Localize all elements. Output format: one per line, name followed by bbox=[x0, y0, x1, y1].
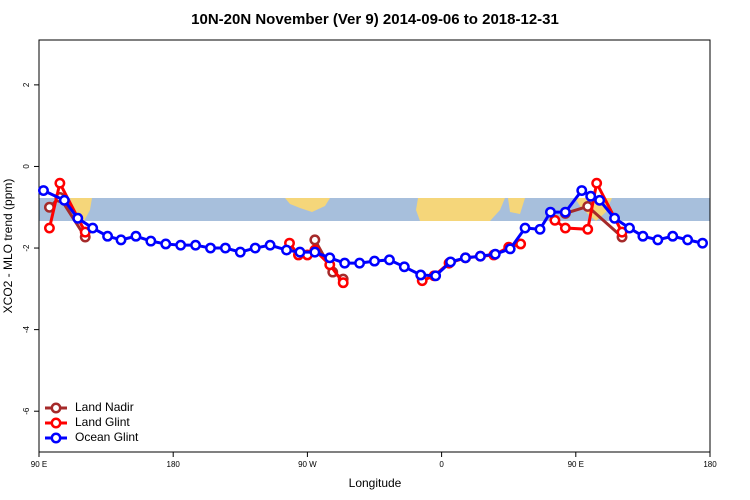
x-tick-label: 180 bbox=[703, 460, 717, 469]
y-tick-label: -4 bbox=[22, 326, 31, 334]
data-point bbox=[667, 230, 679, 242]
data-point bbox=[591, 177, 603, 189]
data-point bbox=[682, 234, 694, 246]
data-point bbox=[38, 185, 49, 196]
data-point bbox=[637, 230, 649, 242]
data-point bbox=[43, 222, 55, 234]
data-point bbox=[624, 222, 635, 234]
data-point bbox=[87, 222, 99, 234]
legend-marker bbox=[50, 417, 62, 429]
data-point bbox=[559, 206, 571, 218]
data-point bbox=[545, 206, 556, 218]
data-point bbox=[582, 223, 594, 235]
data-point bbox=[130, 230, 142, 242]
data-point bbox=[145, 235, 157, 247]
x-axis-label: Longitude bbox=[349, 476, 402, 490]
data-point bbox=[652, 234, 664, 246]
x-tick-label: 0 bbox=[439, 460, 444, 469]
y-axis-label: XCO2 - MLO trend (ppm) bbox=[1, 179, 15, 314]
x-tick-label: 180 bbox=[167, 460, 181, 469]
data-point bbox=[249, 242, 261, 254]
data-point bbox=[504, 243, 516, 255]
data-point bbox=[594, 194, 606, 206]
data-point bbox=[430, 270, 442, 282]
data-point bbox=[369, 255, 380, 267]
data-point bbox=[175, 239, 187, 251]
map-ocean bbox=[39, 198, 710, 221]
x-tick-label: 90 E bbox=[31, 460, 47, 469]
data-point bbox=[72, 212, 84, 224]
y-tick-label: 0 bbox=[22, 164, 31, 169]
data-point bbox=[489, 248, 501, 260]
map-land bbox=[285, 198, 330, 212]
data-point bbox=[474, 250, 486, 262]
legend-marker bbox=[50, 402, 62, 414]
map-land bbox=[416, 198, 505, 221]
data-point bbox=[559, 222, 571, 234]
y-tick-label: -6 bbox=[22, 407, 31, 415]
data-point bbox=[549, 214, 561, 226]
data-point bbox=[264, 239, 276, 251]
data-point bbox=[58, 194, 70, 206]
data-point bbox=[281, 244, 292, 256]
data-point bbox=[585, 190, 597, 202]
data-point bbox=[102, 230, 114, 242]
data-point bbox=[576, 185, 588, 196]
data-point bbox=[309, 246, 321, 258]
plot-frame bbox=[38, 39, 711, 453]
data-point bbox=[234, 246, 246, 258]
data-point bbox=[309, 234, 321, 246]
y-tick-label: -2 bbox=[22, 244, 31, 252]
x-tick-label: 90 W bbox=[298, 460, 317, 469]
chart-title: 10N-20N November (Ver 9) 2014-09-06 to 2… bbox=[191, 11, 559, 28]
data-point bbox=[190, 239, 202, 251]
data-point bbox=[339, 257, 351, 269]
data-point bbox=[398, 261, 410, 273]
map-land bbox=[70, 198, 92, 221]
data-point bbox=[383, 254, 395, 266]
data-point bbox=[205, 242, 216, 254]
data-point bbox=[445, 256, 456, 268]
data-point bbox=[294, 246, 306, 258]
data-point bbox=[115, 234, 127, 246]
map-land bbox=[508, 198, 525, 214]
legend-marker bbox=[50, 432, 62, 444]
y-tick-label: 2 bbox=[22, 82, 31, 87]
legend-label: Land Nadir bbox=[75, 400, 134, 414]
data-point bbox=[160, 238, 172, 250]
data-point bbox=[415, 269, 427, 281]
data-point bbox=[337, 277, 349, 289]
data-point bbox=[609, 212, 621, 224]
data-point bbox=[54, 177, 66, 189]
x-tick-label: 90 E bbox=[568, 460, 584, 469]
data-point bbox=[697, 237, 708, 249]
data-point bbox=[519, 222, 531, 234]
data-point bbox=[219, 242, 231, 254]
legend-label: Land Glint bbox=[75, 415, 130, 429]
legend-label: Ocean Glint bbox=[75, 430, 139, 444]
data-point bbox=[354, 257, 366, 269]
data-point bbox=[460, 252, 471, 264]
data-point bbox=[515, 238, 527, 250]
data-point bbox=[534, 223, 546, 235]
data-point bbox=[324, 252, 336, 264]
